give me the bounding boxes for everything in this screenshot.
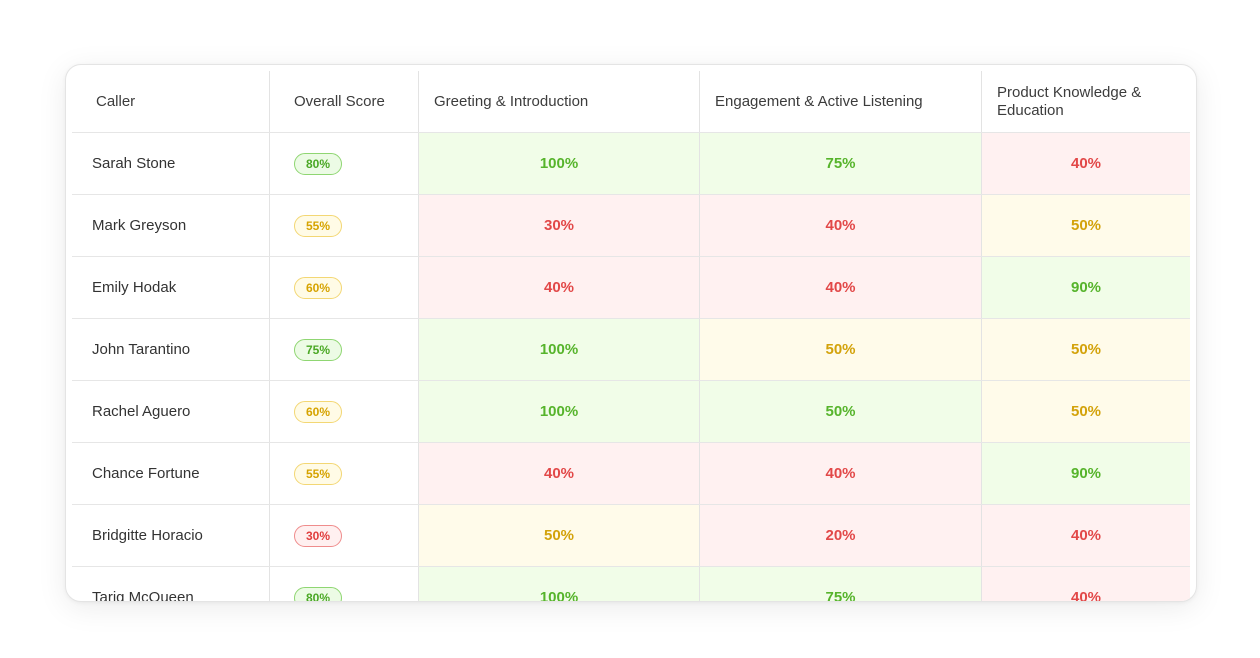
overall-score-badge: 75% xyxy=(294,338,342,361)
column-header-caller[interactable]: Caller xyxy=(72,71,270,132)
overall-score-badge: 55% xyxy=(294,462,342,485)
overall-score-cell: 75% xyxy=(270,319,419,380)
overall-score-badge: 30% xyxy=(294,524,342,547)
overall-score-cell: 55% xyxy=(270,443,419,504)
table-row[interactable]: Chance Fortune 55% 40% 40% 90% xyxy=(72,443,1190,505)
scorecard-table-card: Caller Overall Score Greeting & Introduc… xyxy=(65,64,1197,602)
greeting-score: 100% xyxy=(419,567,700,601)
product-knowledge-score: 50% xyxy=(982,319,1190,380)
engagement-score: 75% xyxy=(700,567,982,601)
overall-score-cell: 80% xyxy=(270,567,419,601)
engagement-score: 75% xyxy=(700,133,982,194)
column-header-greeting[interactable]: Greeting & Introduction xyxy=(419,71,700,132)
table-body: Sarah Stone 80% 100% 75% 40% Mark Greyson 55% 3… xyxy=(72,133,1190,601)
product-knowledge-score: 50% xyxy=(982,381,1190,442)
overall-score-badge: 80% xyxy=(294,152,342,175)
table-row[interactable]: Mark Greyson 55% 30% 40% 50% xyxy=(72,195,1190,257)
overall-score-badge: 55% xyxy=(294,214,342,237)
greeting-score: 40% xyxy=(419,443,700,504)
greeting-score: 100% xyxy=(419,133,700,194)
overall-score-cell: 30% xyxy=(270,505,419,566)
product-knowledge-score: 40% xyxy=(982,133,1190,194)
greeting-score: 100% xyxy=(419,319,700,380)
caller-name: Emily Hodak xyxy=(72,257,270,318)
caller-name: Tariq McQueen xyxy=(72,567,270,601)
caller-name: John Tarantino xyxy=(72,319,270,380)
caller-name: Sarah Stone xyxy=(72,133,270,194)
overall-score-badge: 80% xyxy=(294,586,342,601)
table-row[interactable]: Tariq McQueen 80% 100% 75% 40% xyxy=(72,567,1190,601)
table-row[interactable]: Emily Hodak 60% 40% 40% 90% xyxy=(72,257,1190,319)
overall-score-badge: 60% xyxy=(294,276,342,299)
engagement-score: 40% xyxy=(700,257,982,318)
greeting-score: 50% xyxy=(419,505,700,566)
greeting-score: 40% xyxy=(419,257,700,318)
product-knowledge-score: 50% xyxy=(982,195,1190,256)
caller-name: Mark Greyson xyxy=(72,195,270,256)
engagement-score: 20% xyxy=(700,505,982,566)
engagement-score: 40% xyxy=(700,443,982,504)
greeting-score: 30% xyxy=(419,195,700,256)
overall-score-cell: 55% xyxy=(270,195,419,256)
scorecard-table: Caller Overall Score Greeting & Introduc… xyxy=(72,71,1190,601)
table-row[interactable]: Rachel Aguero 60% 100% 50% 50% xyxy=(72,381,1190,443)
table-row[interactable]: John Tarantino 75% 100% 50% 50% xyxy=(72,319,1190,381)
product-knowledge-score: 40% xyxy=(982,567,1190,601)
caller-name: Rachel Aguero xyxy=(72,381,270,442)
caller-name: Chance Fortune xyxy=(72,443,270,504)
overall-score-cell: 60% xyxy=(270,257,419,318)
product-knowledge-score: 90% xyxy=(982,443,1190,504)
product-knowledge-score: 90% xyxy=(982,257,1190,318)
overall-score-cell: 60% xyxy=(270,381,419,442)
caller-name: Bridgitte Horacio xyxy=(72,505,270,566)
table-row[interactable]: Bridgitte Horacio 30% 50% 20% 40% xyxy=(72,505,1190,567)
engagement-score: 50% xyxy=(700,319,982,380)
column-header-product-knowledge[interactable]: Product Knowledge & Education xyxy=(997,83,1142,119)
column-header-engagement[interactable]: Engagement & Active Listening xyxy=(700,71,982,132)
engagement-score: 50% xyxy=(700,381,982,442)
table-header-row: Caller Overall Score Greeting & Introduc… xyxy=(72,71,1190,133)
greeting-score: 100% xyxy=(419,381,700,442)
overall-score-cell: 80% xyxy=(270,133,419,194)
overall-score-badge: 60% xyxy=(294,400,342,423)
engagement-score: 40% xyxy=(700,195,982,256)
column-header-overall-score[interactable]: Overall Score xyxy=(270,71,419,132)
product-knowledge-score: 40% xyxy=(982,505,1190,566)
table-row[interactable]: Sarah Stone 80% 100% 75% 40% xyxy=(72,133,1190,195)
